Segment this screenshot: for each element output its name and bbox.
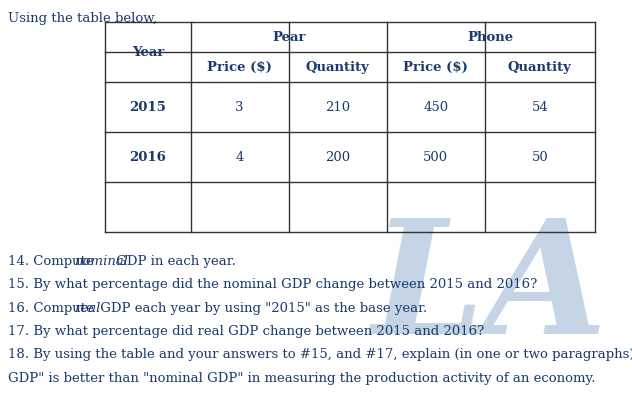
Text: Pear: Pear xyxy=(272,30,305,43)
Text: Price ($): Price ($) xyxy=(403,61,468,74)
Text: Using the table below,: Using the table below, xyxy=(8,12,157,25)
Text: 500: 500 xyxy=(423,151,448,164)
Text: 200: 200 xyxy=(325,151,350,164)
Text: 4: 4 xyxy=(236,151,244,164)
Text: 14. Compute: 14. Compute xyxy=(8,255,98,268)
Text: 450: 450 xyxy=(423,100,448,113)
Text: Year: Year xyxy=(131,45,164,58)
Text: LA: LA xyxy=(372,213,608,367)
Text: 3: 3 xyxy=(236,100,244,113)
Text: GDP each year by using "2015" as the base year.: GDP each year by using "2015" as the bas… xyxy=(96,302,427,315)
Text: 210: 210 xyxy=(325,100,350,113)
Text: 16. Compute: 16. Compute xyxy=(8,302,98,315)
Text: GDP" is better than "nominal GDP" in measuring the production activity of an eco: GDP" is better than "nominal GDP" in mea… xyxy=(8,372,595,385)
Text: 15. By what percentage did the nominal GDP change between 2015 and 2016?: 15. By what percentage did the nominal G… xyxy=(8,278,537,291)
Text: Phone: Phone xyxy=(468,30,514,43)
Text: 2015: 2015 xyxy=(130,100,166,113)
Text: 17. By what percentage did real GDP change between 2015 and 2016?: 17. By what percentage did real GDP chan… xyxy=(8,325,484,338)
Text: 50: 50 xyxy=(532,151,548,164)
Text: Price ($): Price ($) xyxy=(207,61,272,74)
Text: 54: 54 xyxy=(532,100,548,113)
Text: 18. By using the table and your answers to #15, and #17, explain (in one or two : 18. By using the table and your answers … xyxy=(8,348,632,361)
Text: nominal: nominal xyxy=(74,255,128,268)
Text: Quantity: Quantity xyxy=(508,61,572,74)
Text: GDP in each year.: GDP in each year. xyxy=(112,255,236,268)
Text: real: real xyxy=(74,302,100,315)
Text: Quantity: Quantity xyxy=(306,61,370,74)
Text: 2016: 2016 xyxy=(130,151,166,164)
